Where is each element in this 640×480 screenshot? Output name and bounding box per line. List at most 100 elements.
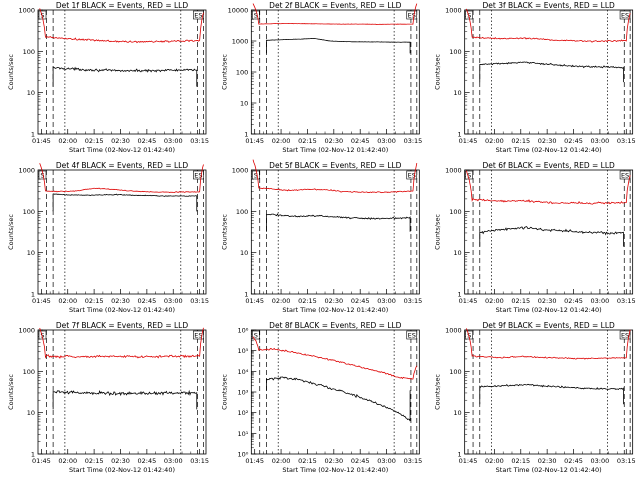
y-tick-label: 10 — [453, 249, 461, 257]
y-tick-label: 1000 — [18, 327, 35, 335]
plot-frame — [464, 9, 634, 135]
start-marker-label: S — [40, 332, 44, 340]
panel-title: Det 2f BLACK = Events, RED = LLD — [269, 1, 402, 10]
panel-title: Det 9f BLACK = Events, RED = LLD — [483, 321, 616, 330]
x-tick-label: 03:00 — [591, 137, 610, 145]
y-tick-label: 1 — [31, 291, 35, 299]
y-tick-label: 100 — [23, 368, 35, 376]
x-tick-label: 02:30 — [111, 297, 130, 305]
end-marker-box — [619, 170, 631, 180]
y-tick-label: 10⁰ — [237, 451, 248, 459]
x-tick-label: 02:45 — [351, 457, 370, 465]
plot-frame — [37, 329, 207, 455]
x-tick-label: 02:15 — [298, 457, 317, 465]
x-tick-label: 02:30 — [538, 457, 557, 465]
plot-frame — [37, 9, 207, 135]
x-tick-label: 03:15 — [190, 297, 209, 305]
x-tick-label: 02:30 — [324, 297, 343, 305]
end-marker-box — [193, 10, 204, 20]
x-tick-label: 01:45 — [459, 457, 478, 465]
x-tick-label: 03:00 — [377, 297, 396, 305]
y-tick-label: 10 — [27, 89, 35, 97]
x-tick-label: 02:15 — [511, 457, 530, 465]
x-tick-label: 03:00 — [591, 297, 610, 305]
x-tick-label: 02:45 — [564, 137, 583, 145]
x-tick-label: 01:45 — [459, 137, 478, 145]
panel-det-1: Det 1f BLACK = Events, RED = LLD 1 10 100 10… — [7, 1, 209, 154]
x-axis-label: Start Time (02-Nov-12 01:42:40) — [282, 306, 388, 314]
start-marker-label: S — [467, 172, 471, 180]
y-tick-label: 1 — [458, 131, 462, 139]
x-tick-label: 02:45 — [137, 137, 156, 145]
x-tick-label: 03:15 — [190, 457, 209, 465]
y-tick-label: 100 — [449, 48, 461, 56]
y-tick-label: 10⁴ — [237, 368, 248, 376]
x-tick-label: 01:45 — [32, 137, 51, 145]
panel-title: Det 5f BLACK = Events, RED = LLD — [269, 161, 402, 170]
x-axis-label: Start Time (02-Nov-12 01:42:40) — [496, 306, 602, 314]
x-axis-label: Start Time (02-Nov-12 01:42:40) — [69, 146, 175, 154]
end-marker-box — [406, 10, 418, 20]
x-tick-label: 02:30 — [111, 457, 130, 465]
panel-title: Det 4f BLACK = Events, RED = LLD — [56, 161, 189, 170]
panel-det-3: Det 3f BLACK = Events, RED = LLD 1 10 100 10… — [434, 1, 636, 154]
y-tick-label: 100 — [236, 69, 248, 77]
y-tick-label: 10⁶ — [237, 327, 248, 335]
panel-title: Det 6f BLACK = Events, RED = LLD — [483, 161, 616, 170]
plot-frame — [250, 169, 420, 295]
x-tick-label: 03:15 — [617, 137, 636, 145]
end-marker-label: ES — [408, 12, 416, 20]
plot-frame — [464, 329, 634, 455]
y-axis-label: Counts/sec — [434, 54, 442, 90]
panel-det-7: Det 7f BLACK = Events, RED = LLD 1 10 100 10… — [7, 321, 209, 474]
y-axis-label: Counts/sec — [434, 214, 442, 250]
x-tick-label: 02:00 — [58, 297, 77, 305]
end-marker-box — [193, 330, 204, 340]
x-tick-label: 02:45 — [137, 457, 156, 465]
y-tick-label: 10 — [240, 100, 248, 108]
x-tick-label: 02:45 — [564, 297, 583, 305]
y-axis-label: Counts/sec — [7, 374, 15, 410]
start-marker-box — [465, 330, 473, 340]
x-tick-label: 02:15 — [298, 297, 317, 305]
panel-det-4: Det 4f BLACK = Events, RED = LLD 1 10 100 10… — [7, 161, 209, 314]
start-marker-box — [252, 170, 260, 180]
start-marker-label: S — [467, 12, 471, 20]
panel-title: Det 1f BLACK = Events, RED = LLD — [56, 1, 189, 10]
y-axis-label: Counts/sec — [434, 374, 442, 410]
x-tick-label: 03:00 — [591, 457, 610, 465]
y-tick-label: 1 — [244, 291, 248, 299]
x-tick-label: 01:45 — [245, 297, 264, 305]
y-tick-label: 1 — [31, 131, 35, 139]
x-tick-label: 02:45 — [351, 297, 370, 305]
x-tick-label: 02:30 — [538, 297, 557, 305]
y-axis-label: Counts/sec — [220, 214, 228, 250]
x-tick-label: 02:00 — [58, 457, 77, 465]
y-tick-label: 1 — [244, 131, 248, 139]
start-marker-label: S — [40, 172, 44, 180]
start-marker-label: S — [254, 12, 258, 20]
start-marker-label: S — [40, 12, 44, 20]
events-trace — [52, 389, 198, 410]
y-tick-label: 100 — [449, 368, 461, 376]
x-tick-label: 02:15 — [85, 457, 104, 465]
y-tick-label: 1000 — [18, 7, 35, 15]
y-tick-label: 10 — [240, 249, 248, 257]
x-axis-label: Start Time (02-Nov-12 01:42:40) — [282, 466, 388, 474]
lld-trace — [39, 8, 204, 44]
x-tick-label: 02:30 — [538, 137, 557, 145]
y-tick-label: 1000 — [445, 7, 462, 15]
y-tick-label: 10² — [237, 409, 248, 417]
x-tick-label: 02:45 — [564, 457, 583, 465]
y-tick-label: 1 — [458, 291, 462, 299]
y-tick-label: 100 — [236, 208, 248, 216]
y-tick-label: 10³ — [237, 389, 248, 397]
x-tick-label: 03:00 — [377, 457, 396, 465]
x-tick-label: 02:00 — [272, 457, 291, 465]
x-tick-label: 02:30 — [111, 137, 130, 145]
x-tick-label: 02:00 — [485, 297, 504, 305]
panel-det-2: Det 2f BLACK = Events, RED = LLD 1 10 100 10… — [220, 1, 422, 154]
x-tick-label: 01:45 — [245, 457, 264, 465]
plot-frame — [37, 169, 207, 295]
